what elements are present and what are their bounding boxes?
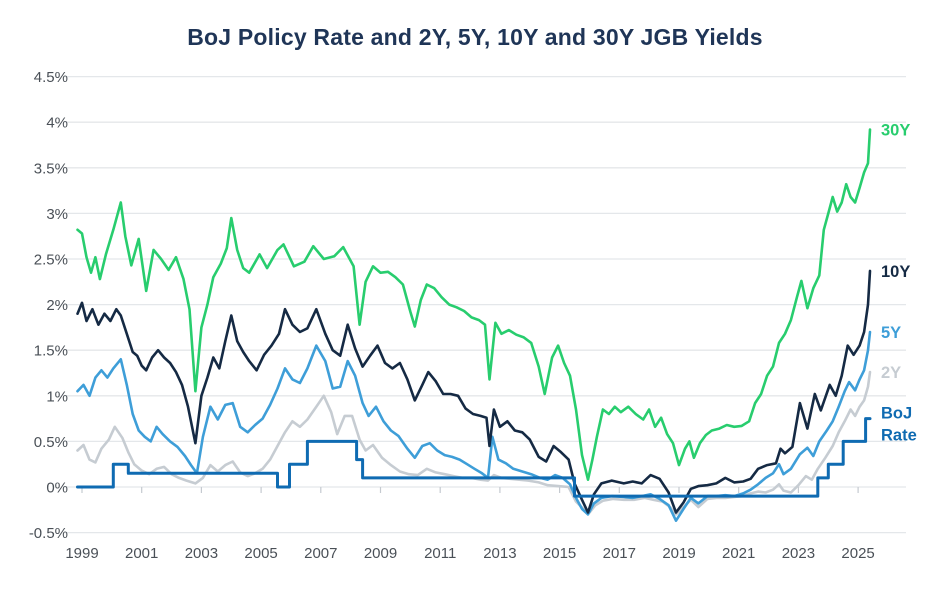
y-tick-label: 3%	[46, 206, 68, 223]
end-label-2y: 2Y	[881, 364, 901, 382]
series-line-boj-rate	[76, 417, 872, 498]
x-tick-label-2009: 2009	[364, 545, 397, 562]
end-label-5y: 5Y	[881, 324, 901, 342]
x-tick-label-2017: 2017	[603, 545, 636, 562]
x-tick-label-2019: 2019	[662, 545, 695, 562]
x-tick-label-2003: 2003	[185, 545, 218, 562]
x-tick-label-2021: 2021	[722, 545, 755, 562]
y-tick-label: 2.5%	[34, 252, 68, 269]
end-label-30y: 30Y	[881, 122, 910, 140]
series-end-labels: 2Y 5Y 10Y 30Y BoJ Rate	[881, 122, 917, 445]
y-tick-label: 2%	[46, 297, 68, 314]
y-tick-label: 0%	[46, 480, 68, 497]
x-tick-label-1999: 1999	[65, 545, 98, 562]
end-label-10y: 10Y	[881, 263, 910, 281]
y-gridlines	[64, 75, 906, 534]
series-line-5y	[76, 330, 872, 522]
y-tick-label: 3.5%	[34, 160, 68, 177]
x-tick-label-2015: 2015	[543, 545, 576, 562]
x-tick-label-2011: 2011	[424, 545, 456, 562]
x-tick-label-2005: 2005	[244, 545, 277, 562]
x-tick-label-2023: 2023	[782, 545, 815, 562]
y-tick-label: 4%	[46, 115, 68, 132]
y-tick-label: 4.5%	[34, 69, 68, 86]
series-line-30y	[76, 128, 872, 481]
x-tick-label-2007: 2007	[304, 545, 337, 562]
series-lines	[76, 128, 872, 522]
chart-title: BoJ Policy Rate and 2Y, 5Y, 10Y and 30Y …	[187, 24, 762, 50]
x-tick-label-2001: 2001	[125, 545, 158, 562]
y-axis-labels: 4.5% 4% 3.5% 3% 2.5% 2% 1.5% 1% 0.5% 0% -0.5%	[29, 69, 68, 542]
x-tick-label-2013: 2013	[483, 545, 516, 562]
series-line-10y	[76, 269, 872, 514]
x-axis-labels: 1999 2001 2003 2005 2007 2009 2011 2013 2015 2017…	[65, 545, 874, 562]
y-tick-label: -0.5%	[29, 525, 68, 542]
y-tick-label: 1.5%	[34, 343, 68, 360]
end-label-boj-rate: BoJ Rate	[881, 405, 917, 445]
y-tick-label: 0.5%	[34, 434, 68, 451]
y-tick-label: 1%	[46, 388, 68, 405]
x-tick-label-2025: 2025	[841, 545, 874, 562]
